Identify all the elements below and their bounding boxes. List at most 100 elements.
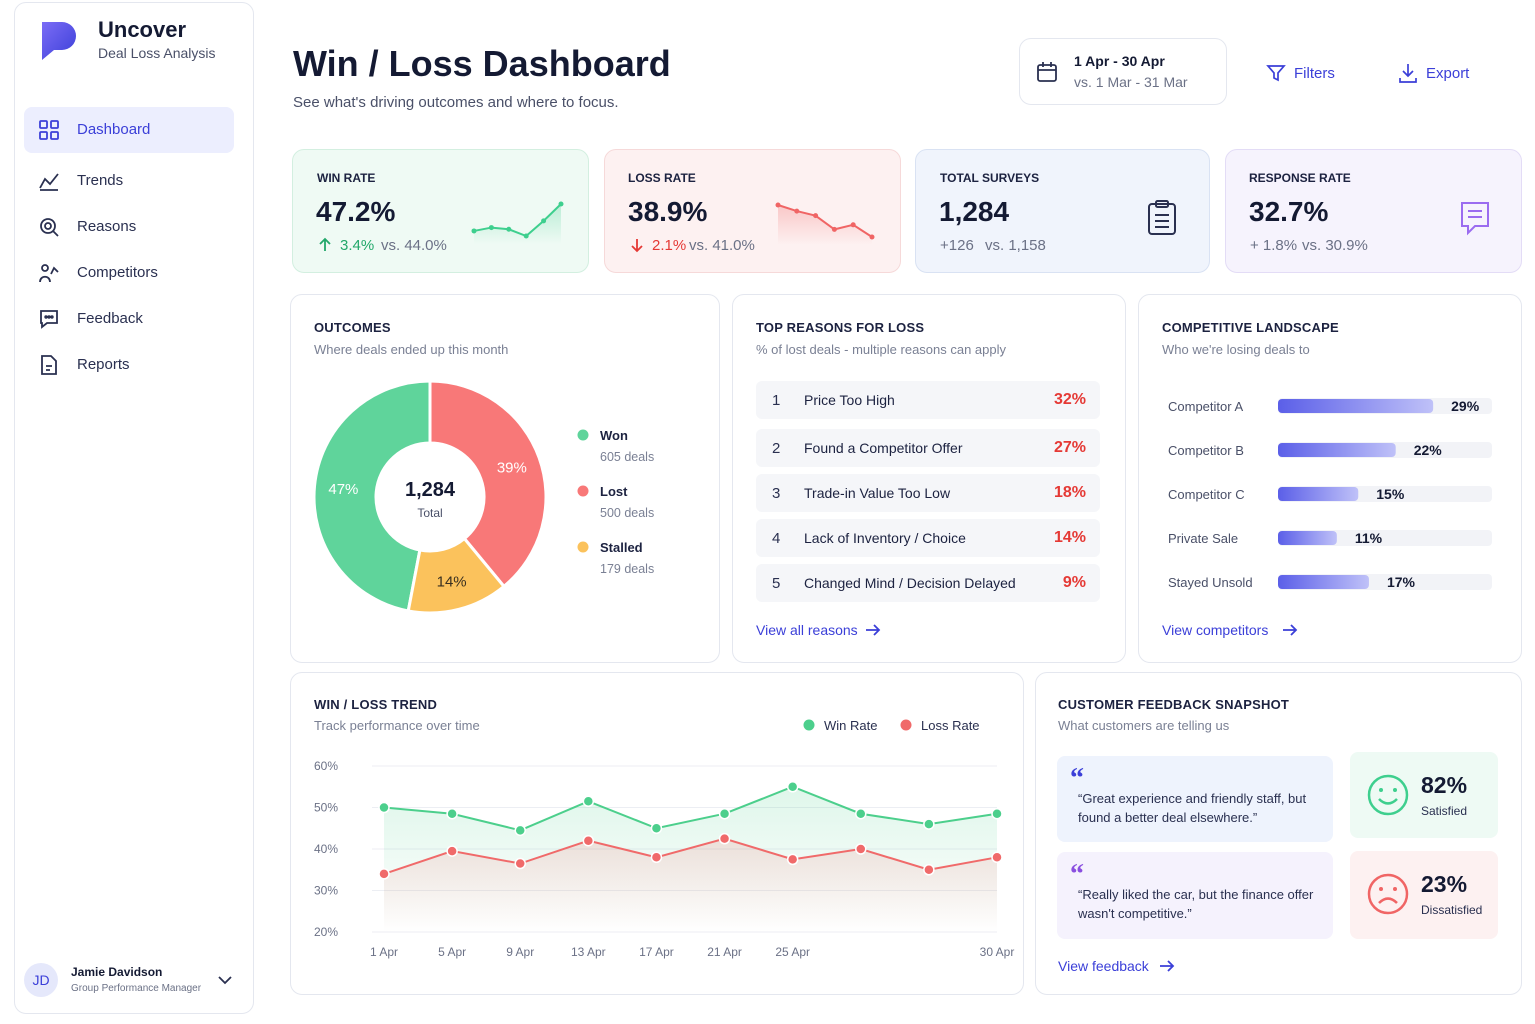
reason: Trade-in Value Too Low [804,485,951,501]
reason-row: 3 Trade-in Value Too Low 18% [756,474,1100,512]
chevron[interactable] [217,974,233,986]
reason-row: 5 Changed Mind / Decision Delayed 9% [756,564,1100,602]
down-arrow [631,239,643,253]
kpi-card [915,149,1210,273]
user-name: Jamie Davidson [71,965,163,979]
reason-row: 2 Found a Competitor Offer 27% [756,429,1100,467]
brand: Uncover [98,17,187,42]
panel-subtitle: Where deals ended up this month [314,342,509,357]
kpi-label: TOTAL SURVEYS [940,171,1040,185]
stat-card [1350,752,1498,838]
stat-value: 23% [1421,871,1468,897]
icon [39,120,59,140]
happy-icon [1367,774,1409,816]
reason: Lack of Inventory / Choice [804,530,966,546]
nav-item[interactable]: Competitors [24,250,234,296]
stat-label: Satisfied [1421,804,1468,818]
arrow [1160,960,1175,972]
kpi-compare: vs. 30.9% [1302,237,1368,254]
kpi-compare: vs. 41.0% [689,237,755,254]
share: 9% [1062,574,1086,591]
quote: “Really liked the car, but the finance o… [1078,887,1314,921]
reason-row: 4 Lack of Inventory / Choice 14% [756,519,1100,557]
arrow [1283,624,1298,636]
nav-label: Reasons [77,218,137,235]
reason-row: 1 Price Too High 32% [756,381,1100,419]
quote-card [1057,852,1333,939]
icon [1037,62,1057,82]
panel-subtitle: Who we're losing deals to [1162,342,1310,357]
kpi-delta: 3.4% [340,237,375,254]
panel-subtitle: What customers are telling us [1058,718,1230,733]
date-picker[interactable]: 1 Apr - 30 Apr vs. 1 Mar - 31 Mar [1019,38,1227,105]
icon [41,355,57,375]
kpi-value: 47.2% [316,196,396,227]
rank: 5 [772,575,781,592]
quote-mark: “ [1070,859,1084,890]
quote-mark: “ [1070,763,1084,794]
panel-title: WIN / LOSS TREND [314,697,438,712]
panel-title: OUTCOMES [314,320,391,335]
nav-label: Trends [77,172,124,189]
date-range: 1 Apr - 30 Apr [1074,53,1165,69]
logo [42,22,76,60]
nav-label: Feedback [77,310,143,327]
link[interactable]: View feedback [1058,958,1149,974]
rank: 1 [772,392,781,409]
sidebar [14,2,254,1014]
stat-value: 82% [1421,772,1468,798]
user-role: Group Performance Manager [71,983,202,994]
nav-item[interactable]: Feedback [24,296,234,342]
share: 14% [1053,529,1086,546]
kpi-value: 38.9% [628,196,708,227]
nav-item[interactable]: Reasons [24,204,234,250]
page-title: Win / Loss Dashboard [293,43,671,84]
reason: Found a Competitor Offer [804,440,963,456]
rank: 3 [772,485,781,502]
nav-label: Reports [77,356,130,373]
filters-button[interactable]: Filters [1294,65,1335,82]
export-button[interactable]: Export [1426,65,1470,82]
panel-subtitle: % of lost deals - multiple reasons can a… [756,342,1007,357]
nav-label: Dashboard [77,121,151,138]
panel-title: CUSTOMER FEEDBACK SNAPSHOT [1058,697,1290,712]
quote-card [1057,756,1333,842]
reason: Price Too High [804,392,895,408]
sad-icon [1367,873,1409,915]
share: 32% [1053,391,1086,408]
arrow [866,624,881,636]
rank: 4 [772,530,781,547]
panel-subtitle: Track performance over time [314,718,480,733]
competitors-panel [1138,294,1522,663]
quote: “Great experience and friendly staff, bu… [1078,791,1307,825]
nav-item[interactable]: Reports [24,342,234,388]
kpi-delta: + 1.8% [1250,237,1298,254]
panel-title: COMPETITIVE LANDSCAPE [1162,320,1339,335]
kpi-compare: vs. 1,158 [985,237,1046,254]
rank: 2 [772,440,781,457]
icon [39,264,59,283]
icon [40,310,58,329]
kpi-value: 1,284 [939,196,1010,227]
page-subtitle: See what's driving outcomes and where to… [293,94,619,111]
message-icon [1461,202,1489,236]
kpi-compare: vs. 44.0% [381,237,447,254]
kpi-label: WIN RATE [317,171,376,185]
stat-label: Dissatisfied [1421,903,1483,917]
clipboard-icon [1148,200,1176,235]
share: 27% [1053,439,1086,456]
icon [39,173,59,191]
nav-label: Competitors [77,264,158,281]
stat-card [1350,851,1498,939]
panel-title: TOP REASONS FOR LOSS [756,320,925,335]
export-icon [1399,64,1417,83]
nav-item[interactable]: Trends [24,158,234,204]
kpi-value: 32.7% [1249,196,1329,227]
link[interactable]: View competitors [1162,622,1269,638]
link[interactable]: View all reasons [756,622,858,638]
date-compare: vs. 1 Mar - 31 Mar [1074,74,1188,90]
nav-item[interactable]: Dashboard [24,107,234,153]
reason: Changed Mind / Decision Delayed [804,575,1016,591]
share: 18% [1053,484,1086,501]
